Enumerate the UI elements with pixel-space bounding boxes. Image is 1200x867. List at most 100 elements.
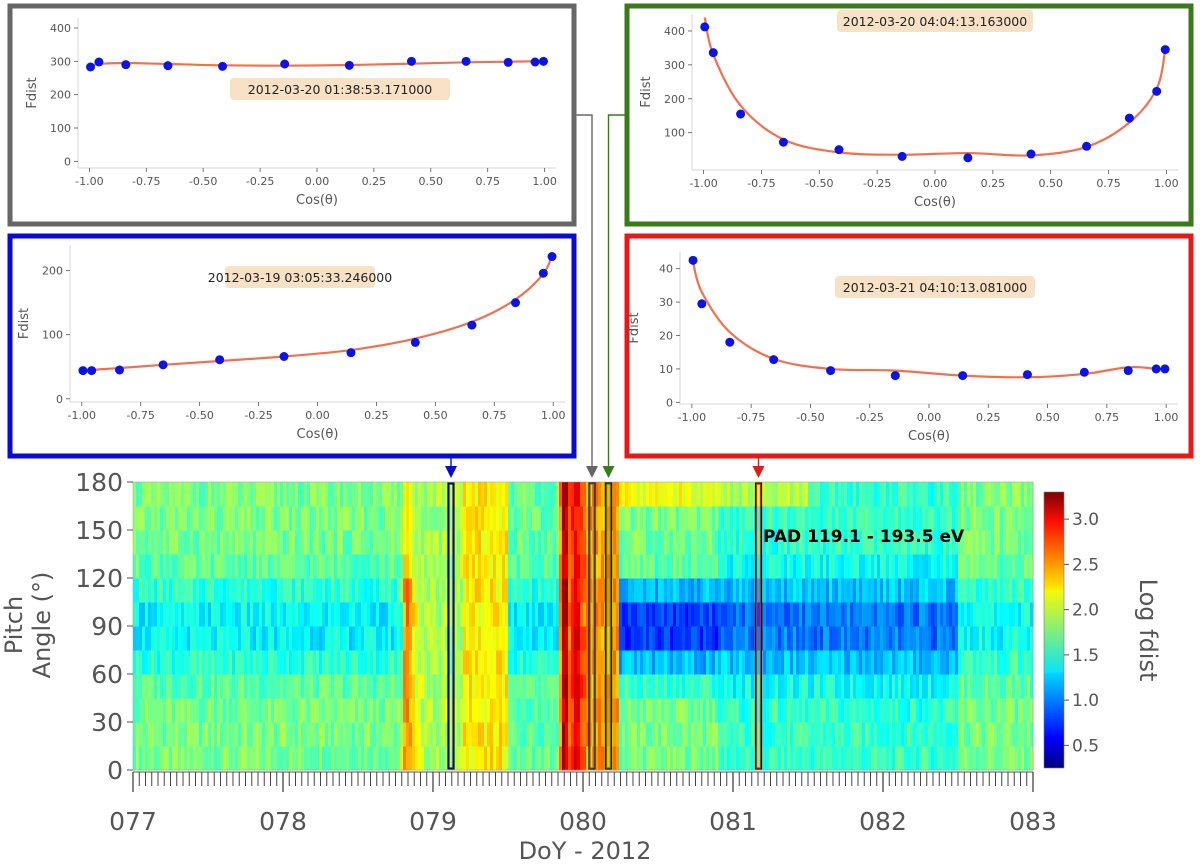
heatmap-cell [850, 626, 854, 651]
heatmap-cell [226, 650, 230, 675]
heatmap-cell [469, 554, 473, 579]
heatmap-cell [601, 722, 605, 747]
heatmap-cell [382, 674, 386, 699]
heatmap-cell [265, 746, 269, 771]
heatmap-cell [691, 674, 695, 699]
heatmap-cell [739, 554, 743, 579]
heatmap-cell [919, 482, 923, 507]
heatmap-cell [352, 554, 356, 579]
heatmap-cell [238, 626, 242, 651]
heatmap-cell [682, 530, 686, 555]
heatmap-cell [787, 626, 791, 651]
heatmap-cell [508, 530, 512, 555]
heatmap-cell [565, 746, 569, 771]
heatmap-cell [940, 482, 944, 507]
heatmap-cell [742, 554, 746, 579]
heatmap-cell [859, 602, 863, 627]
heatmap-cell [442, 530, 446, 555]
heatmap-cell [841, 578, 845, 603]
heatmap-cell [463, 650, 467, 675]
heatmap-cell [943, 530, 947, 555]
heatmap-cell [436, 674, 440, 699]
heatmap-cell [919, 674, 923, 699]
heatmap-cell [940, 746, 944, 771]
heatmap-cell [535, 698, 539, 723]
heatmap-cell [946, 746, 950, 771]
heatmap-cell [427, 626, 431, 651]
heatmap-cell [877, 674, 881, 699]
heatmap-cell [1030, 746, 1034, 771]
heatmap-cell [463, 746, 467, 771]
heatmap-cell [907, 482, 911, 507]
heatmap-cell [871, 626, 875, 651]
heatmap-cell [598, 626, 602, 651]
heatmap-cell [751, 506, 755, 531]
heatmap-cell [826, 626, 830, 651]
x-tick-label: -0.25 [855, 411, 883, 424]
data-point [778, 137, 788, 147]
heatmap-cell [703, 626, 707, 651]
heatmap-cell [448, 578, 452, 603]
heatmap-cell [817, 674, 821, 699]
heatmap-cell [706, 650, 710, 675]
heatmap-cell [535, 602, 539, 627]
heatmap-cell [304, 602, 308, 627]
heatmap-cell [865, 722, 869, 747]
heatmap-cell [145, 578, 149, 603]
heatmap-cell [520, 506, 524, 531]
heatmap-cell [730, 746, 734, 771]
heatmap-cell [538, 482, 542, 507]
heatmap-cell [148, 578, 152, 603]
heatmap-cell [721, 530, 725, 555]
heatmap-cell [499, 674, 503, 699]
heatmap-cell [268, 554, 272, 579]
heatmap-cell [880, 626, 884, 651]
heatmap-cell [919, 746, 923, 771]
heatmap-cell [955, 506, 959, 531]
heatmap-cell [988, 746, 992, 771]
heatmap-cell [967, 746, 971, 771]
heatmap-cell [973, 602, 977, 627]
heatmap-cell [565, 578, 569, 603]
y-tick-label: 150 [75, 516, 123, 545]
heatmap-cell [448, 650, 452, 675]
heatmap-cell [436, 698, 440, 723]
heatmap-cell [151, 530, 155, 555]
heatmap-cell [1009, 482, 1013, 507]
heatmap-cell [250, 674, 254, 699]
heatmap-cell [436, 746, 440, 771]
heatmap-cell [871, 722, 875, 747]
heatmap-cell [955, 722, 959, 747]
heatmap-cell [778, 554, 782, 579]
heatmap-cell [550, 650, 554, 675]
heatmap-cell [883, 674, 887, 699]
heatmap-cell [136, 626, 140, 651]
heatmap-cell [322, 578, 326, 603]
heatmap-cell [469, 602, 473, 627]
heatmap-cell [655, 674, 659, 699]
heatmap-cell [730, 698, 734, 723]
heatmap-cell [178, 650, 182, 675]
heatmap-cell [844, 602, 848, 627]
heatmap-cell [661, 650, 665, 675]
heatmap-cell [253, 482, 257, 507]
heatmap-cell [688, 746, 692, 771]
heatmap-cell [949, 722, 953, 747]
heatmap-cell [544, 506, 548, 531]
heatmap-cell [688, 554, 692, 579]
heatmap-cell [445, 674, 449, 699]
heatmap-cell [826, 722, 830, 747]
heatmap-cell [772, 578, 776, 603]
heatmap-cell [916, 650, 920, 675]
heatmap-cell [391, 554, 395, 579]
heatmap-cell [193, 650, 197, 675]
heatmap-cell [292, 746, 296, 771]
heatmap-cell [835, 506, 839, 531]
heatmap-cell [916, 722, 920, 747]
heatmap-cell [355, 578, 359, 603]
heatmap-cell [886, 602, 890, 627]
heatmap-cell [1006, 578, 1010, 603]
y-tick-label: 40 [659, 263, 673, 276]
marker-arrow [602, 466, 615, 478]
heatmap-cell [172, 554, 176, 579]
